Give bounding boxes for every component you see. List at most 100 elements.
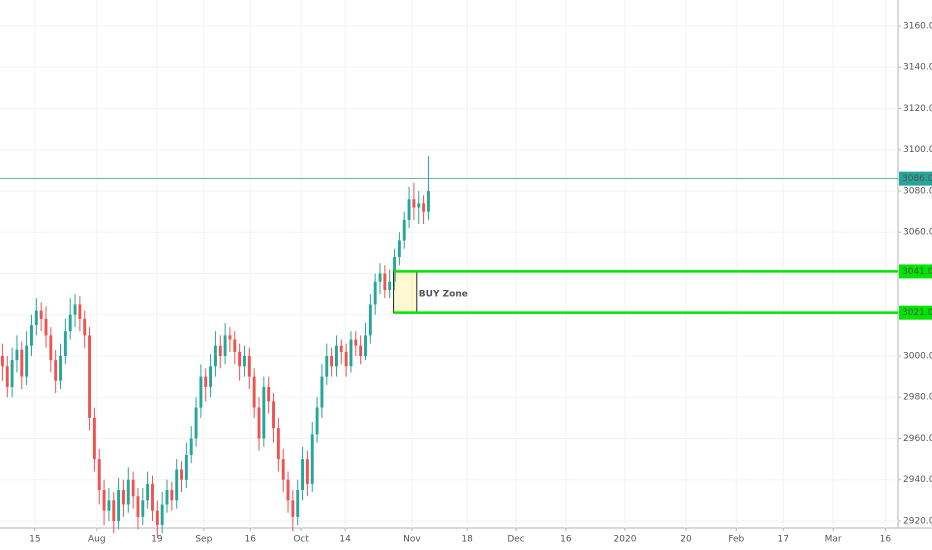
candle-body (63, 331, 67, 356)
candle-body (267, 386, 271, 402)
candle-body (359, 345, 363, 356)
candle-body (10, 360, 14, 387)
candle-body (291, 500, 295, 517)
candle-body (412, 199, 416, 208)
x-tick-label: 14 (339, 535, 351, 545)
candle-body (131, 479, 135, 497)
zone-box (393, 270, 418, 314)
candle-body (276, 428, 280, 460)
candle-body (97, 459, 101, 491)
x-tick-label: 20 (680, 535, 692, 545)
candle-body (151, 483, 154, 511)
candle-body (155, 510, 159, 526)
candle-body (238, 351, 242, 367)
candle-body (126, 479, 130, 505)
candle-body (233, 339, 237, 352)
candle-body (39, 310, 43, 319)
candle-body (228, 335, 232, 340)
candle-body (364, 335, 367, 356)
candle-body (141, 500, 145, 517)
candle-body (305, 459, 309, 484)
x-tick-label: 18 (461, 535, 473, 545)
zone-label: 3041.00 (902, 267, 932, 277)
candle-body (34, 310, 38, 326)
y-tick-label: 3120.00 (903, 104, 932, 114)
x-tick-label: Mar (825, 535, 842, 545)
candle-body (189, 438, 193, 455)
candle-body (184, 454, 188, 480)
candle-body (160, 504, 164, 526)
candle-body (243, 355, 246, 367)
x-tick-label: Nov (403, 535, 421, 545)
y-tick-label: 2920.00 (903, 516, 932, 526)
candle-body (252, 376, 256, 408)
candle-body (20, 349, 24, 377)
candle-body (262, 386, 266, 439)
zone-title: BUY Zone (419, 290, 468, 300)
candle-body (281, 459, 285, 480)
candle-body (209, 366, 213, 387)
y-tick-label: 3080.00 (903, 186, 932, 196)
candle-body (310, 434, 314, 484)
y-tick-label: 3100.00 (903, 145, 932, 155)
candle-body (199, 376, 203, 408)
zone-label: 3021.00 (902, 308, 932, 318)
candle-body (88, 335, 92, 418)
candle-body (180, 469, 183, 480)
candle-body (136, 496, 140, 517)
candle-body (5, 366, 9, 387)
candle-body (218, 345, 222, 356)
candle-body (68, 314, 72, 332)
candle-body (378, 273, 382, 282)
candle-body (102, 490, 106, 511)
y-tick-label: 3060.00 (903, 228, 932, 238)
candle-body (223, 335, 227, 356)
candle-body (204, 376, 208, 387)
candle-body (44, 318, 48, 336)
y-tick-label: 2960.00 (903, 434, 932, 444)
x-tick-label: Sep (195, 535, 212, 545)
x-tick-label: 16 (560, 535, 572, 545)
x-tick-label: Aug (88, 535, 106, 545)
candle-body (117, 490, 121, 521)
x-tick-label: Dec (507, 535, 524, 545)
y-tick-label: 3140.00 (903, 63, 932, 73)
candle-body (247, 355, 251, 377)
candle-body (296, 490, 300, 517)
candle-body (175, 469, 179, 501)
x-tick-label: Oct (293, 535, 309, 545)
candle-body (334, 345, 338, 367)
candle-body (397, 240, 401, 257)
y-tick-label: 2980.00 (903, 393, 932, 403)
candle-body (170, 490, 174, 501)
candle-body (320, 376, 324, 408)
candle-body (165, 490, 169, 505)
candle-body (426, 190, 430, 212)
candle-body (286, 479, 290, 501)
candle-body (349, 339, 353, 367)
candle-body (339, 345, 343, 352)
x-tick-label: 2020 (614, 535, 637, 545)
candle-body (54, 360, 58, 381)
y-tick-label: 3160.00 (903, 21, 932, 31)
candle-body (422, 203, 426, 212)
x-tick-label: 17 (778, 535, 789, 545)
candle-body (373, 281, 377, 305)
candle-body (112, 500, 116, 521)
candle-body (59, 355, 62, 381)
candle-body (368, 304, 372, 336)
candle-body (0, 355, 4, 367)
x-tick-label: Feb (728, 535, 744, 545)
candle-body (15, 349, 19, 361)
candle-body (393, 256, 396, 282)
candle-body (315, 407, 319, 435)
x-tick-label: 16 (880, 535, 892, 545)
candle-body (78, 304, 82, 319)
zone-label-box (899, 264, 932, 279)
candle-body (107, 500, 111, 511)
y-tick-label: 2940.00 (903, 475, 932, 485)
candle-body (383, 273, 387, 290)
x-tick-label: 19 (151, 535, 163, 545)
x-tick-label: 15 (29, 535, 40, 545)
